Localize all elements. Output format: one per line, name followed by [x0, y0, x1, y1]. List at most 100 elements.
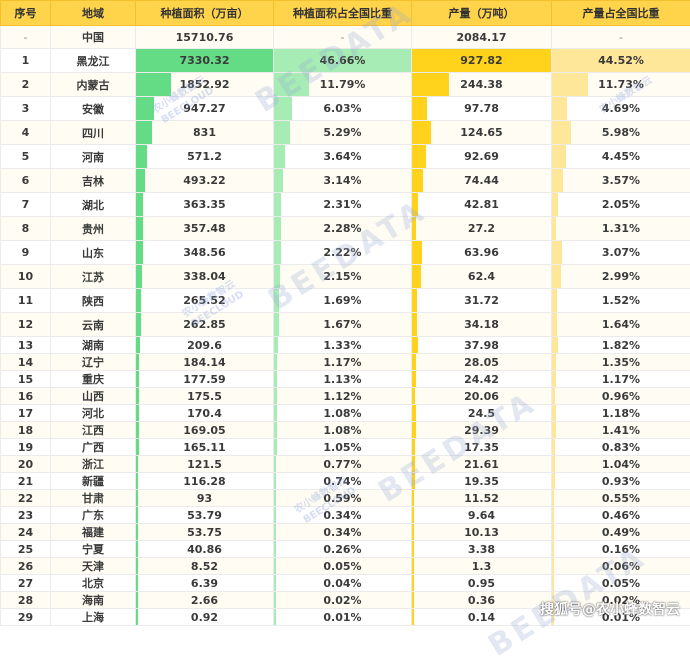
cell-region: 浙江: [51, 456, 136, 473]
cell-production: 63.96: [412, 241, 552, 265]
cell-region: 中国: [51, 26, 136, 49]
cell-production-share-value: 1.04%: [552, 458, 690, 471]
cell-production-value: 92.69: [412, 150, 551, 163]
cell-region: 上海: [51, 609, 136, 626]
cell-area-share-value: 0.02%: [274, 594, 411, 607]
cell-region: 黑龙江: [51, 49, 136, 73]
cell-index: 1: [1, 49, 51, 73]
cell-production-value: 63.96: [412, 246, 551, 259]
cell-production-share-value: 0.83%: [552, 441, 690, 454]
cell-area-share: 0.04%: [274, 575, 412, 592]
cell-production-value: 0.95: [412, 577, 551, 590]
cell-region: 新疆: [51, 473, 136, 490]
cell-production-share: 0.05%: [552, 575, 690, 592]
cell-area: 165.11: [136, 439, 274, 456]
cell-area-share-value: 1.08%: [274, 407, 411, 420]
cell-area-value: 177.59: [136, 373, 273, 386]
cell-production: 28.05: [412, 354, 552, 371]
cell-production-share: 0.93%: [552, 473, 690, 490]
cell-production: 62.4: [412, 265, 552, 289]
cell-area: 831: [136, 121, 274, 145]
cell-region: 江西: [51, 422, 136, 439]
cell-area-share: 1.67%: [274, 313, 412, 337]
cell-region: 海南: [51, 592, 136, 609]
cell-area: 6.39: [136, 575, 274, 592]
cell-production-share: 1.82%: [552, 337, 690, 354]
cell-area-share-value: 5.29%: [274, 126, 411, 139]
cell-region: 甘肃: [51, 490, 136, 507]
cell-production-value: 19.35: [412, 475, 551, 488]
cell-production-share-value: 1.41%: [552, 424, 690, 437]
cell-production-share-value: 1.17%: [552, 373, 690, 386]
cell-region: 北京: [51, 575, 136, 592]
cell-area-share: 5.29%: [274, 121, 412, 145]
cell-index: 28: [1, 592, 51, 609]
cell-index: 17: [1, 405, 51, 422]
cell-area-value: 7330.32: [136, 54, 273, 67]
cell-production-value: 74.44: [412, 174, 551, 187]
cell-region: 吉林: [51, 169, 136, 193]
cell-area-share-value: 3.64%: [274, 150, 411, 163]
cell-region: 贵州: [51, 217, 136, 241]
cell-area-value: 40.86: [136, 543, 273, 556]
cell-area-share-value: 46.66%: [274, 54, 411, 67]
cell-production: 97.78: [412, 97, 552, 121]
cell-production-value: 3.38: [412, 543, 551, 556]
cell-index: 4: [1, 121, 51, 145]
cell-area-value: 175.5: [136, 390, 273, 403]
cell-production-value: 11.52: [412, 492, 551, 505]
cell-area-share: 0.34%: [274, 524, 412, 541]
cell-area-share: 11.79%: [274, 73, 412, 97]
cell-region: 广西: [51, 439, 136, 456]
cell-production: 0.95: [412, 575, 552, 592]
cell-region: 内蒙古: [51, 73, 136, 97]
header-index: 序号: [1, 1, 51, 26]
cell-index: -: [1, 26, 51, 49]
cell-production: 0.14: [412, 609, 552, 626]
cell-area: 571.2: [136, 145, 274, 169]
cell-area-share-value: 6.03%: [274, 102, 411, 115]
cell-area-share-value: 2.15%: [274, 270, 411, 283]
cell-production-value: 62.4: [412, 270, 551, 283]
cell-production-share: 1.04%: [552, 456, 690, 473]
cell-production-share: 2.99%: [552, 265, 690, 289]
cell-area: 177.59: [136, 371, 274, 388]
cell-index: 26: [1, 558, 51, 575]
cell-production-share-value: 44.52%: [552, 54, 690, 67]
cell-area: 184.14: [136, 354, 274, 371]
cell-region: 陕西: [51, 289, 136, 313]
cell-area-share: 1.08%: [274, 405, 412, 422]
cell-area: 265.52: [136, 289, 274, 313]
cell-production-value: 27.2: [412, 222, 551, 235]
cell-area-value: 262.85: [136, 318, 273, 331]
cell-area-share-value: 2.31%: [274, 198, 411, 211]
cell-production-share: 0.49%: [552, 524, 690, 541]
cell-production-share: 1.41%: [552, 422, 690, 439]
cell-area-share: 0.34%: [274, 507, 412, 524]
cell-area-value: 2.66: [136, 594, 273, 607]
cell-area-share-value: 0.26%: [274, 543, 411, 556]
cell-production-value: 34.18: [412, 318, 551, 331]
cell-production-value: 124.65: [412, 126, 551, 139]
cell-production-share: 3.57%: [552, 169, 690, 193]
header-area: 种植面积（万亩）: [136, 1, 274, 26]
cell-area-value: 265.52: [136, 294, 273, 307]
cell-production: 37.98: [412, 337, 552, 354]
header-area-share: 种植面积占全国比重: [274, 1, 412, 26]
cell-area: 169.05: [136, 422, 274, 439]
cell-region: 安徽: [51, 97, 136, 121]
cell-index: 19: [1, 439, 51, 456]
cell-area-share-value: 1.08%: [274, 424, 411, 437]
cell-area-value: 1852.92: [136, 78, 273, 91]
cell-region: 广东: [51, 507, 136, 524]
header-row: 序号 地域 种植面积（万亩） 种植面积占全国比重 产量（万吨） 产量占全国比重: [1, 1, 690, 26]
cell-region: 湖北: [51, 193, 136, 217]
cell-production-value: 9.64: [412, 509, 551, 522]
